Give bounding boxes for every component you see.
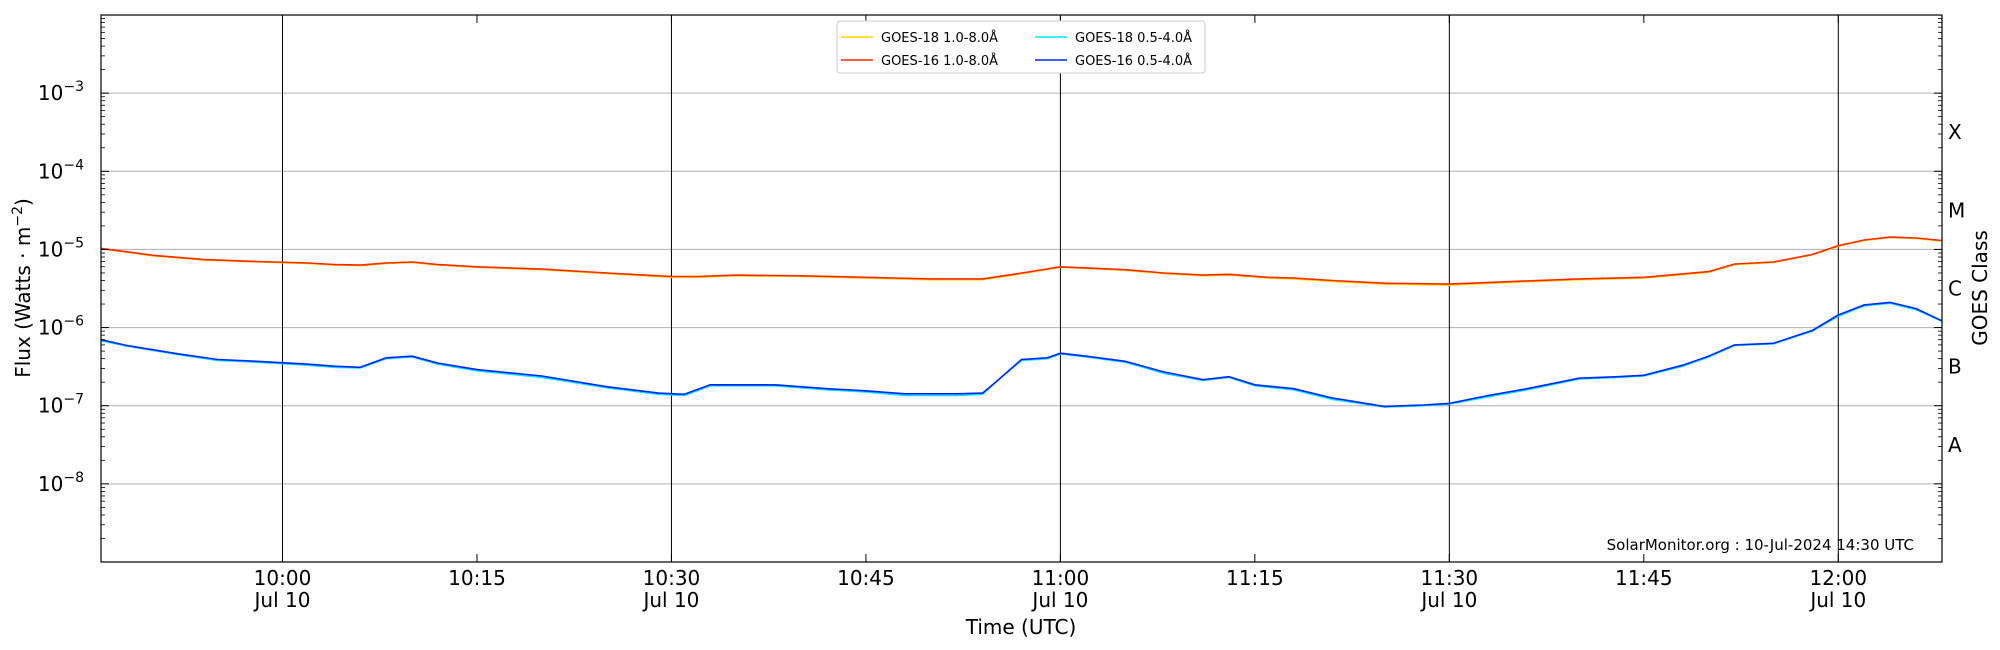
date-marker-lines <box>282 15 1839 562</box>
ytick-label-1e-8: 10−8 <box>38 470 84 496</box>
watermark: SolarMonitor.org : 10-Jul-2024 14:30 UTC <box>1607 536 1914 554</box>
y-axis-ticks: 10−810−710−610−510−410−3 <box>38 18 1942 539</box>
legend-label-goes16-short: GOES-16 0.5-4.0Å <box>1075 53 1192 69</box>
ytick-label-exponent: −5 <box>63 235 84 251</box>
xtick-sublabel-1100: Jul 10 <box>1030 588 1088 612</box>
xtick-label-1200: 12:00 <box>1809 566 1867 590</box>
x-axis-label: Time (UTC) <box>965 615 1077 639</box>
goes-class-b: B <box>1948 355 1962 379</box>
y-axis-label: Flux (Watts · m−2) <box>10 198 35 378</box>
xtick-label-1045: 10:45 <box>837 566 895 590</box>
xtick-sublabel-1200: Jul 10 <box>1808 588 1866 612</box>
ytick-label-1e-6: 10−6 <box>38 314 84 340</box>
xtick-label-1000: 10:00 <box>254 566 312 590</box>
series-line-2 <box>100 236 1943 285</box>
y-axis-label-close: ) <box>11 198 35 206</box>
xtick-label-1015: 10:15 <box>448 566 506 590</box>
xtick-label-1130: 11:30 <box>1421 566 1479 590</box>
ytick-label-1e-5: 10−5 <box>38 235 84 261</box>
ytick-label-1e-3: 10−3 <box>38 79 84 105</box>
xtick-label-1145: 11:45 <box>1615 566 1673 590</box>
ytick-label-exponent: −3 <box>63 79 84 95</box>
xtick-sublabel-1130: Jul 10 <box>1419 588 1477 612</box>
legend-label-goes18-short: GOES-18 0.5-4.0Å <box>1075 30 1192 46</box>
ytick-label-exponent: −8 <box>63 470 84 486</box>
plot-frame <box>100 14 1943 563</box>
series-lines <box>100 236 1943 408</box>
y-axis-label-text: Flux (Watts · m <box>11 227 35 378</box>
series-line-3 <box>100 301 1943 408</box>
ytick-label-base: 10 <box>38 237 63 261</box>
ytick-label-base: 10 <box>38 81 63 105</box>
ytick-label-1e-4: 10−4 <box>38 157 84 183</box>
ytick-label-exponent: −4 <box>63 157 84 173</box>
grid-lines <box>101 92 1942 485</box>
goes-class-a: A <box>1948 433 1962 457</box>
legend-label-goes18-long: GOES-18 1.0-8.0Å <box>881 30 998 46</box>
ytick-label-exponent: −6 <box>63 314 84 330</box>
xtick-label-1030: 10:30 <box>643 566 701 590</box>
xtick-sublabel-1030: Jul 10 <box>641 588 699 612</box>
ytick-label-base: 10 <box>38 159 63 183</box>
xtick-label-1100: 11:00 <box>1032 566 1090 590</box>
goes-class-axis-label: GOES Class <box>1968 230 1992 346</box>
plot-background <box>101 15 1942 562</box>
ytick-label-base: 10 <box>38 316 63 340</box>
legend-label-goes16-long: GOES-16 1.0-8.0Å <box>881 53 998 69</box>
ytick-label-exponent: −7 <box>63 392 84 408</box>
y-axis-label-exponent: −2 <box>10 206 26 227</box>
xtick-sublabel-1000: Jul 10 <box>253 588 311 612</box>
goes-class-x: X <box>1948 120 1962 144</box>
goes-class-c: C <box>1948 277 1962 301</box>
xtick-label-1115: 11:15 <box>1226 566 1284 590</box>
ytick-label-base: 10 <box>38 394 63 418</box>
ytick-label-1e-7: 10−7 <box>38 392 84 418</box>
goes-class-m: M <box>1948 198 1965 222</box>
ytick-label-base: 10 <box>38 472 63 496</box>
legend: GOES-18 1.0-8.0Å GOES-18 0.5-4.0Å GOES-1… <box>836 20 1206 74</box>
legend-box <box>836 20 1206 74</box>
goes-class-labels: A B C M X <box>1948 120 1965 457</box>
